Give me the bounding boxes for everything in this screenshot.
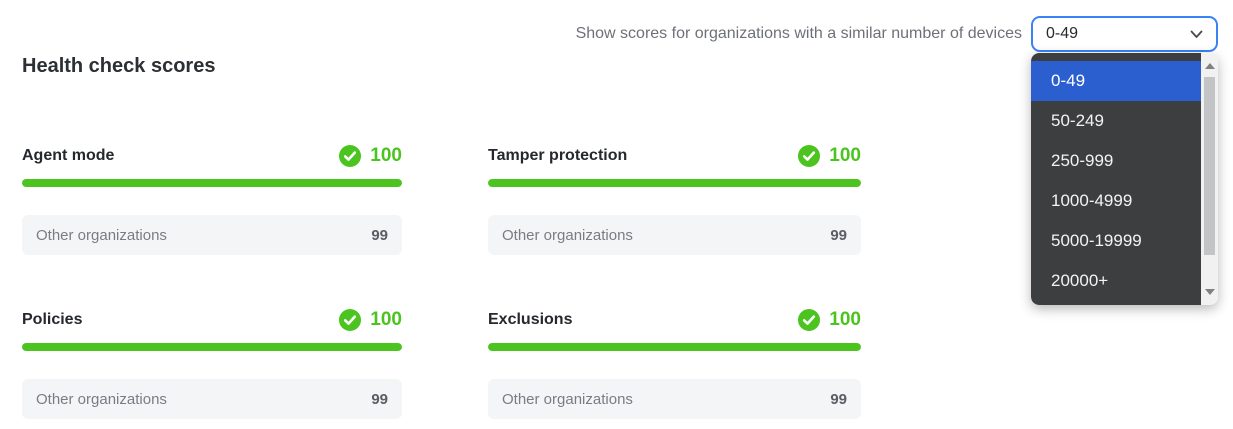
check-circle-icon	[798, 309, 821, 331]
comparison-label: Other organizations	[36, 390, 167, 408]
card-score: 100	[798, 309, 861, 331]
dropdown-option[interactable]: 250-999	[1051, 151, 1114, 170]
score-bar-fill	[22, 343, 402, 351]
dropdown-option[interactable]: 5000-19999	[1051, 231, 1142, 250]
card-header: Exclusions 100	[488, 309, 861, 331]
score-bar-fill	[488, 343, 861, 351]
comparison-row: Other organizations 99	[488, 379, 861, 419]
card-header: Tamper protection 100	[488, 145, 861, 167]
check-circle-icon	[339, 309, 362, 331]
scroll-up-icon[interactable]	[1204, 63, 1215, 69]
page-title: Health check scores	[22, 55, 216, 77]
score-card-tamper-protection: Tamper protection 100 Other organization…	[488, 145, 861, 255]
score-value: 100	[370, 309, 402, 330]
card-title: Policies	[22, 311, 83, 328]
score-bar	[488, 343, 861, 351]
comparison-row: Other organizations 99	[22, 215, 402, 255]
dropdown-option[interactable]: 1000-4999	[1051, 191, 1133, 210]
score-card-policies: Policies 100 Other organizations 99	[22, 309, 402, 419]
dropdown-option[interactable]: 20000+	[1051, 271, 1109, 290]
comparison-row: Other organizations 99	[488, 215, 861, 255]
dropdown-option[interactable]: 0-49	[1031, 61, 1201, 101]
comparison-label: Other organizations	[502, 390, 633, 408]
device-count-select[interactable]: 0-49	[1031, 16, 1218, 52]
dropdown-scrollbar[interactable]	[1201, 53, 1218, 305]
card-title: Agent mode	[22, 147, 115, 164]
score-card-agent-mode: Agent mode 100 Other organizations 99	[22, 145, 402, 255]
comparison-row: Other organizations 99	[22, 379, 402, 419]
scrollbar-thumb[interactable]	[1204, 77, 1215, 255]
score-card-exclusions: Exclusions 100 Other organizations 99	[488, 309, 861, 419]
comparison-value: 99	[371, 226, 388, 244]
score-bar-fill	[22, 179, 402, 187]
comparison-value: 99	[830, 390, 847, 408]
chevron-down-icon	[1190, 30, 1203, 38]
card-score: 100	[339, 145, 402, 167]
score-value: 100	[370, 145, 402, 166]
card-header: Agent mode 100	[22, 145, 402, 167]
card-score: 100	[798, 145, 861, 167]
comparison-label: Other organizations	[36, 226, 167, 244]
score-value: 100	[829, 145, 861, 166]
dropdown-option[interactable]: 50-249	[1051, 111, 1104, 130]
scroll-down-icon[interactable]	[1204, 289, 1215, 295]
card-header: Policies 100	[22, 309, 402, 331]
card-title: Exclusions	[488, 311, 573, 328]
score-bar	[22, 343, 402, 351]
comparison-label: Other organizations	[502, 226, 633, 244]
filter-label: Show scores for organizations with a sim…	[575, 25, 1022, 42]
card-score: 100	[339, 309, 402, 331]
score-bar	[488, 179, 861, 187]
score-bar-fill	[488, 179, 861, 187]
select-value: 0-49	[1046, 25, 1079, 42]
comparison-value: 99	[830, 226, 847, 244]
check-circle-icon	[339, 145, 362, 167]
card-title: Tamper protection	[488, 147, 628, 164]
score-value: 100	[829, 309, 861, 330]
score-bar	[22, 179, 402, 187]
device-count-dropdown-menu: 0-49 50-249 250-999 1000-4999 5000-19999…	[1031, 53, 1218, 305]
check-circle-icon	[798, 145, 821, 167]
comparison-value: 99	[371, 390, 388, 408]
dropdown-option-list: 0-49 50-249 250-999 1000-4999 5000-19999…	[1031, 53, 1201, 305]
